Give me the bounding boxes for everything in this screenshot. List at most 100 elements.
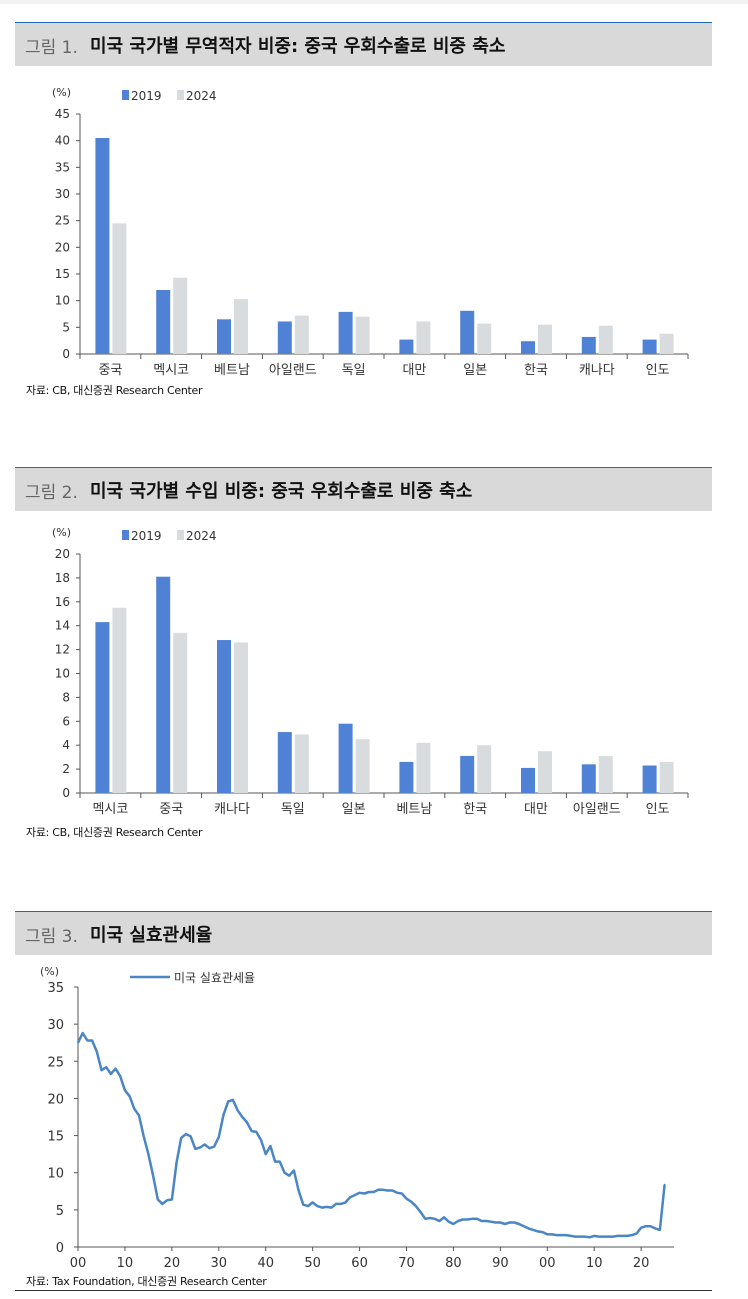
fig3-point <box>518 1223 520 1225</box>
fig1-y-unit: (%) <box>52 86 71 99</box>
fig3-point <box>433 1217 436 1220</box>
fig3-point <box>156 1198 159 1201</box>
fig1-category-label: 일본 <box>463 363 487 378</box>
fig3-point <box>166 1199 168 1201</box>
fig3-point <box>288 1174 290 1177</box>
fig2-category-label: 독일 <box>281 802 305 817</box>
fig2-ytick-label: 10 <box>55 667 70 681</box>
fig3-point <box>302 1203 305 1206</box>
fig2-category-label: 인도 <box>646 802 670 817</box>
fig3-ytick-label: 30 <box>47 1018 64 1033</box>
fig3-xtick-label: 90 <box>492 1256 509 1271</box>
fig3-point <box>551 1233 553 1236</box>
figure-1-chart: 0 5 10 15 20 25 30 35 40 45 (%) 중국 멕시코 베트남 아일랜드 독일 대만 일본 한… <box>52 86 689 378</box>
fig3-point <box>635 1232 638 1235</box>
fig3-point <box>593 1235 596 1237</box>
figure-1-number: 그림 1. <box>25 38 78 58</box>
fig3-point <box>546 1233 549 1236</box>
fig3-point <box>217 1136 220 1138</box>
fig2-ytick-label: 4 <box>62 738 70 752</box>
fig3-point <box>246 1121 248 1123</box>
figure-3-title: 미국 실효관세율 <box>90 925 213 946</box>
fig3-point <box>316 1205 319 1207</box>
fig3-point <box>180 1137 183 1139</box>
fig2-legend-label: 2024 <box>186 529 217 543</box>
fig3-xtick-label: 70 <box>398 1256 415 1271</box>
fig3-point <box>114 1067 117 1070</box>
fig1-bar-2024 <box>416 321 431 354</box>
fig2-category-label: 아일랜드 <box>573 802 621 817</box>
fig3-point <box>278 1160 281 1163</box>
fig1-category-label: 중국 <box>98 363 122 378</box>
fig3-point <box>91 1039 93 1042</box>
fig3-point <box>213 1145 215 1148</box>
fig3-point <box>358 1191 361 1194</box>
fig3-point <box>77 1041 79 1044</box>
fig3-point <box>133 1108 136 1110</box>
fig2-bar-2019 <box>399 761 414 793</box>
fig3-point <box>377 1189 380 1191</box>
fig3-point <box>659 1229 661 1231</box>
fig1-ytick-label: 0 <box>62 347 70 361</box>
fig3-point <box>105 1066 107 1069</box>
fig3-point <box>584 1235 586 1238</box>
fig3-point <box>372 1191 375 1193</box>
fig3-point <box>128 1095 131 1097</box>
fig2-bar-2019 <box>338 723 353 793</box>
fig3-point <box>119 1075 122 1077</box>
figure-3-number: 그림 3. <box>25 927 78 947</box>
fig3-point <box>396 1191 398 1194</box>
fig2-ytick-label: 2 <box>62 762 70 776</box>
fig2-bar-2019 <box>521 767 535 793</box>
fig3-point <box>147 1153 150 1155</box>
fig3-point <box>532 1229 535 1231</box>
fig3-point <box>311 1201 314 1204</box>
fig3-point <box>138 1114 140 1117</box>
fig2-ytick-label: 8 <box>62 690 70 704</box>
fig3-point <box>452 1223 455 1225</box>
fig2-ytick-label: 0 <box>62 786 70 800</box>
fig2-category-label: 멕시코 <box>92 802 128 817</box>
fig2-category-label: 베트남 <box>396 802 432 817</box>
fig1-category-label: 아일랜드 <box>269 363 317 378</box>
fig2-y-unit: (%) <box>52 526 71 539</box>
fig3-point <box>236 1109 239 1112</box>
fig3-point <box>443 1216 445 1219</box>
figure-1-title: 미국 국가별 무역적자 비중: 중국 우회수출로 비중 축소 <box>90 36 506 57</box>
fig1-category-label: 한국 <box>524 363 548 378</box>
fig3-point <box>161 1203 164 1205</box>
fig3-point <box>602 1235 605 1238</box>
fig3-point <box>429 1217 431 1219</box>
fig1-bar-2024 <box>294 315 309 354</box>
fig2-bar-2019 <box>217 640 231 793</box>
fig2-category-label: 일본 <box>342 802 366 817</box>
figure-1-source: 자료: CB, 대신증권 Research Center <box>26 384 203 397</box>
fig2-bar-2024 <box>477 745 492 793</box>
fig3-point <box>555 1234 558 1236</box>
fig2-bar-2019 <box>95 622 110 793</box>
fig3-point <box>588 1236 591 1239</box>
fig3-point <box>363 1192 366 1195</box>
fig2-bar-2024 <box>416 742 431 793</box>
fig3-xtick-label: 00 <box>539 1256 556 1271</box>
fig3-point <box>232 1099 234 1101</box>
fig2-bar-2024 <box>294 734 309 793</box>
fig3-xtick-label: 10 <box>117 1256 134 1271</box>
fig3-point <box>344 1201 347 1204</box>
fig3-point <box>260 1139 262 1141</box>
fig2-bar-2024 <box>538 751 552 793</box>
fig2-ytick-label: 6 <box>62 714 70 728</box>
fig3-point <box>199 1146 201 1149</box>
fig2-legend-swatch <box>122 530 129 540</box>
fig3-point <box>255 1131 258 1133</box>
fig3-point <box>335 1203 337 1205</box>
fig1-ytick-label: 20 <box>55 240 70 254</box>
fig3-point <box>227 1100 229 1103</box>
fig3-point <box>86 1039 89 1042</box>
fig3-point <box>208 1147 211 1149</box>
fig1-legend-swatch <box>177 90 184 100</box>
fig2-ytick-label: 18 <box>55 571 70 585</box>
fig3-point <box>466 1218 469 1221</box>
fig3-xtick-label: 80 <box>445 1256 462 1271</box>
fig3-point <box>81 1032 84 1034</box>
